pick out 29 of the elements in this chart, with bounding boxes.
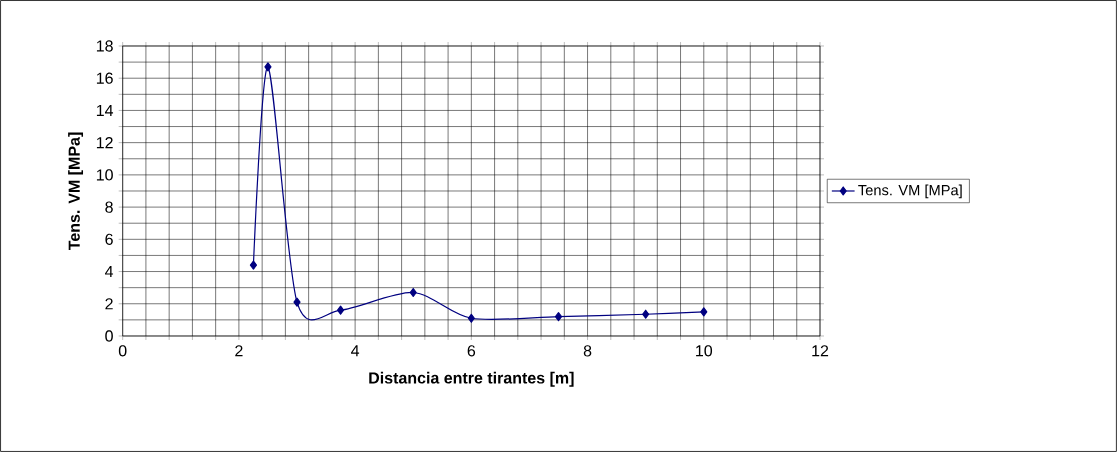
point (249, 260, 258, 270)
x-tick-label: 10 (696, 345, 713, 357)
y-tick-label: 8 (105, 201, 113, 213)
y-tick-label: 4 (105, 266, 114, 278)
x-tick-label: 8 (583, 345, 592, 357)
x-tick-label: 2 (235, 345, 243, 357)
x-axis-title: Distancia entre tirantes [m] (369, 371, 574, 387)
point (467, 313, 475, 323)
point (336, 305, 345, 315)
legend-label: Tens. VM [MPa] (858, 184, 962, 199)
point (700, 307, 708, 317)
point (409, 287, 417, 298)
y-tick-label: 16 (96, 72, 113, 84)
x-tick-label: 6 (467, 345, 476, 357)
point (642, 309, 650, 319)
y-tick-label: 0 (105, 330, 113, 342)
point (264, 62, 272, 72)
point (293, 297, 301, 307)
point (554, 312, 563, 322)
y-tick-label: 2 (105, 298, 113, 310)
y-tick-label: 6 (105, 233, 113, 245)
x-tick-label: 0 (118, 345, 127, 357)
x-tick-label: 4 (351, 345, 360, 357)
x-tick-label: 12 (812, 345, 829, 357)
y-tick-label: 14 (96, 104, 114, 116)
y-tick-label: 18 (96, 40, 113, 52)
y-axis-title: Tens. VM [MPa] (68, 132, 84, 251)
y-tick-label: 10 (96, 169, 113, 181)
y-tick-label: 12 (96, 137, 113, 149)
